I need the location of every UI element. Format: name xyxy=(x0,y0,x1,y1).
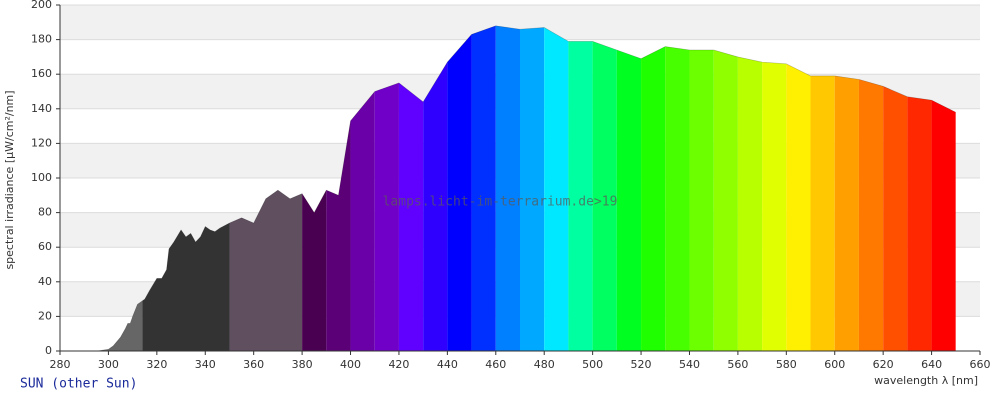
y-tick-label: 60 xyxy=(38,240,52,253)
spectrum-band xyxy=(544,25,569,351)
watermark: lamps.licht-im-terrarium.de>19 xyxy=(383,195,618,210)
x-tick-label: 660 xyxy=(970,358,991,371)
y-tick-label: 20 xyxy=(38,309,52,322)
spectrum-band xyxy=(568,25,593,351)
x-axis-label: wavelength λ [nm] xyxy=(874,374,978,387)
footer: SUN (other Sun) xyxy=(20,377,137,392)
x-tick-label: 280 xyxy=(50,358,71,371)
y-tick-label: 120 xyxy=(31,136,52,149)
x-tick-label: 620 xyxy=(873,358,894,371)
y-tick-label: 0 xyxy=(45,344,52,357)
spectrum-band xyxy=(641,25,666,351)
x-tick-label: 300 xyxy=(98,358,119,371)
y-tick-label: 160 xyxy=(31,67,52,80)
spectrum-band xyxy=(495,25,520,351)
spectrum-band xyxy=(447,25,472,351)
irradiance-line xyxy=(96,25,956,352)
x-tick-label: 420 xyxy=(388,358,409,371)
y-tick-label: 80 xyxy=(38,206,52,219)
overlay: 0 20 40 60 80 100 120 140 160 180 200 280 300 320 340 3… xyxy=(3,0,991,392)
spectrum-band xyxy=(713,25,738,351)
x-tick-label: 500 xyxy=(582,358,603,371)
x-tick-label: 540 xyxy=(679,358,700,371)
x-tick-label: 380 xyxy=(292,358,313,371)
x-tick-label: 580 xyxy=(776,358,797,371)
spectrum-band xyxy=(762,25,787,351)
x-tick-label: 520 xyxy=(631,358,652,371)
spectrum-band xyxy=(810,25,835,351)
x-tick-label: 440 xyxy=(437,358,458,371)
spectrum-band xyxy=(665,25,690,351)
y-tick-label: 100 xyxy=(31,171,52,184)
spectrum-band xyxy=(616,25,642,351)
y-tick-label: 140 xyxy=(31,102,52,115)
y-axis-label: spectral irradiance [µW/cm²/nm] xyxy=(3,90,16,269)
spectrum-band xyxy=(834,25,859,351)
y-tick-label: 180 xyxy=(31,33,52,46)
spectrum-band xyxy=(689,25,714,351)
x-tick-label: 600 xyxy=(824,358,845,371)
x-tick-label: 320 xyxy=(146,358,167,371)
spectrum-band xyxy=(737,25,763,351)
x-tick-label: 460 xyxy=(485,358,506,371)
x-tick-label: 340 xyxy=(195,358,216,371)
spectrum-band xyxy=(786,25,811,351)
spectrum-band xyxy=(592,25,617,351)
x-tick-label: 560 xyxy=(727,358,748,371)
y-tick-label: 40 xyxy=(38,275,52,288)
spectrum-band xyxy=(520,25,545,351)
y-tick-label: 200 xyxy=(31,0,52,11)
x-tick-label: 480 xyxy=(534,358,555,371)
x-tick-label: 640 xyxy=(921,358,942,371)
spectrum-band xyxy=(471,25,496,351)
x-tick-label: 360 xyxy=(243,358,264,371)
x-tick-label: 400 xyxy=(340,358,361,371)
